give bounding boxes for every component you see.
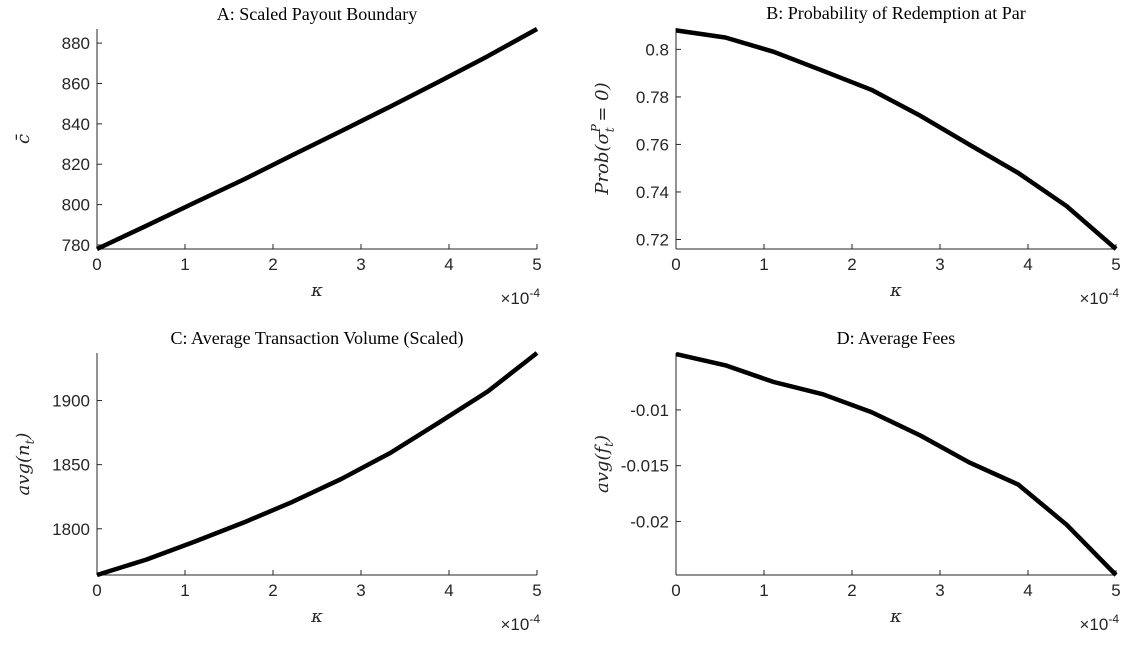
x-multiplier-label: ×10-4 [500, 286, 540, 308]
y-tick-label: 0.74 [636, 183, 669, 202]
y-axis-label: c̄ [13, 134, 34, 144]
data-line-average-fees [675, 351, 1118, 577]
y-axis-label-main: avg(f [592, 444, 613, 493]
y-axis-label-sup: P [589, 123, 603, 133]
x-tick-label: 0 [92, 255, 101, 274]
x-tick-label: 1 [759, 255, 768, 274]
x-tick-label: 3 [356, 255, 365, 274]
y-tick-label: 780 [62, 236, 90, 255]
y-tick-label: 0.78 [636, 88, 669, 107]
x-tick-label: 2 [268, 255, 277, 274]
chart-title: A: Scaled Payout Boundary [217, 4, 417, 24]
chart-title: B: Probability of Redemption at Par [766, 3, 1025, 23]
x-multiplier-exponent: -4 [529, 286, 540, 300]
x-tick-label: 3 [356, 581, 365, 600]
x-tick-label: 4 [1023, 581, 1032, 600]
x-tick-label: 0 [92, 581, 101, 600]
x-multiplier-base: ×10 [1079, 615, 1108, 634]
x-multiplier-label: ×10-4 [500, 612, 540, 634]
x-multiplier-base: ×10 [500, 615, 529, 634]
y-tick-label: 1800 [52, 520, 90, 539]
x-multiplier-label: ×10-4 [1079, 286, 1119, 308]
x-tick-label: 0 [671, 581, 680, 600]
y-tick-label: 1850 [52, 456, 90, 475]
x-tick-label: 5 [532, 255, 541, 274]
x-axis-label: κ [889, 606, 902, 627]
y-tick-label: 820 [62, 155, 90, 174]
x-tick-label: 5 [1111, 255, 1120, 274]
y-tick-label: 840 [62, 115, 90, 134]
x-tick-label: 4 [444, 581, 453, 600]
x-multiplier-exponent: -4 [1108, 286, 1119, 300]
x-tick-label: 1 [180, 581, 189, 600]
y-axis-label-sub: t [603, 127, 617, 132]
x-tick-label: 0 [671, 255, 680, 274]
y-tick-label: 0.72 [636, 230, 669, 249]
x-tick-label: 4 [444, 255, 453, 274]
y-axis-label-sub: t [23, 439, 37, 444]
y-tick-label: -0.02 [630, 512, 669, 531]
y-axis-label-main: avg(n [13, 444, 34, 495]
x-multiplier-base: ×10 [500, 289, 529, 308]
x-axis-label: κ [310, 280, 323, 301]
y-tick-label: -0.015 [621, 457, 669, 476]
y-axis-label-tail: = 0) [592, 82, 613, 127]
x-tick-label: 5 [532, 581, 541, 600]
x-tick-label: 5 [1111, 581, 1120, 600]
y-tick-label: 0.8 [645, 40, 669, 59]
y-axis-label: Prob(σPt = 0) [589, 82, 617, 195]
y-axis-label-tail: ) [13, 433, 34, 441]
y-tick-label: -0.01 [630, 401, 669, 420]
x-axis-label: κ [889, 280, 902, 301]
chart-average-fees: 0 1 2 3 4 5 -0.02 -0.015 -0.01 D: Average Fees κ ×1… [592, 328, 1121, 634]
x-tick-label: 1 [180, 255, 189, 274]
y-axis-label: avg(ft) [592, 435, 616, 493]
x-tick-label: 3 [935, 581, 944, 600]
y-axis-label-sub: t [602, 442, 616, 447]
x-tick-label: 3 [935, 255, 944, 274]
chart-transaction-volume: 0 1 2 3 4 5 1800 1850 1900 C: Average Transaction… [13, 328, 542, 634]
data-line-payout-boundary [96, 27, 539, 252]
y-tick-label: 0.76 [636, 135, 669, 154]
x-multiplier-label: ×10-4 [1079, 612, 1119, 634]
y-tick-label: 880 [62, 34, 90, 53]
x-axis-label: κ [310, 606, 323, 627]
y-tick-label: 1900 [52, 391, 90, 410]
x-tick-label: 4 [1023, 255, 1032, 274]
y-tick-label: 860 [62, 74, 90, 93]
y-axis-label-main: c̄ [13, 134, 34, 144]
x-multiplier-base: ×10 [1079, 289, 1108, 308]
x-tick-label: 2 [847, 581, 856, 600]
chart-title: C: Average Transaction Volume (Scaled) [171, 328, 464, 349]
chart-redemption-probability: 0 1 2 3 4 5 0.72 0.74 0.76 0.78 0.8 B: Probability … [589, 3, 1121, 308]
x-tick-label: 2 [847, 255, 856, 274]
y-axis-label: avg(nt) [13, 433, 37, 496]
chart-payout-boundary: 0 1 2 3 4 5 780 800 820 840 860 880 A: Scaled Payout… [13, 4, 542, 308]
x-tick-label: 1 [759, 581, 768, 600]
chart-title: D: Average Fees [837, 328, 956, 348]
data-line-transaction-volume [96, 351, 539, 578]
x-multiplier-exponent: -4 [529, 612, 540, 626]
data-line-redemption-probability [675, 28, 1118, 251]
x-multiplier-exponent: -4 [1108, 612, 1119, 626]
y-axis-label-main: Prob(σ [592, 132, 613, 196]
x-tick-label: 2 [268, 581, 277, 600]
y-tick-label: 800 [62, 196, 90, 215]
y-axis-label-tail: ) [592, 435, 613, 443]
